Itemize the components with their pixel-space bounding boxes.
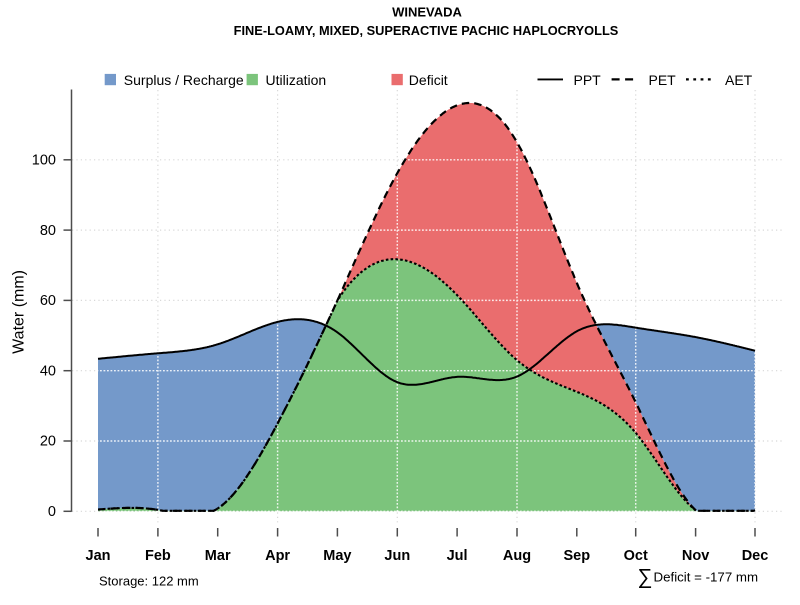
svg-text:40: 40: [40, 363, 56, 379]
svg-text:100: 100: [32, 153, 56, 169]
svg-text:Jun: Jun: [384, 548, 410, 564]
svg-text:FINE-LOAMY, MIXED, SUPERACTIVE: FINE-LOAMY, MIXED, SUPERACTIVE PACHIC HA…: [234, 23, 619, 38]
svg-text:AET: AET: [725, 72, 753, 88]
svg-text:Feb: Feb: [145, 548, 171, 564]
svg-text:0: 0: [48, 504, 56, 520]
svg-text:Utilization: Utilization: [266, 72, 327, 88]
svg-text:Apr: Apr: [265, 548, 290, 564]
svg-text:60: 60: [40, 293, 56, 309]
svg-text:May: May: [323, 548, 351, 564]
svg-text:Sep: Sep: [564, 548, 591, 564]
svg-text:WINEVADA: WINEVADA: [392, 5, 462, 20]
svg-text:Deficit = -177 mm: Deficit = -177 mm: [654, 570, 759, 585]
svg-text:Oct: Oct: [624, 548, 648, 564]
svg-text:Storage: 122 mm: Storage: 122 mm: [99, 574, 199, 589]
svg-text:Jan: Jan: [86, 548, 111, 564]
svg-text:80: 80: [40, 223, 56, 239]
svg-text:Dec: Dec: [742, 548, 769, 564]
svg-text:Mar: Mar: [205, 548, 231, 564]
svg-text:Aug: Aug: [503, 548, 531, 564]
svg-text:Water (mm): Water (mm): [11, 270, 28, 354]
svg-text:Nov: Nov: [682, 548, 709, 564]
svg-text:20: 20: [40, 434, 56, 450]
svg-text:Surplus / Recharge: Surplus / Recharge: [124, 72, 244, 88]
svg-text:Jul: Jul: [447, 548, 468, 564]
svg-text:Deficit: Deficit: [409, 72, 448, 88]
svg-text:∑: ∑: [638, 566, 653, 589]
svg-text:PPT: PPT: [574, 72, 602, 88]
svg-text:PET: PET: [649, 72, 677, 88]
